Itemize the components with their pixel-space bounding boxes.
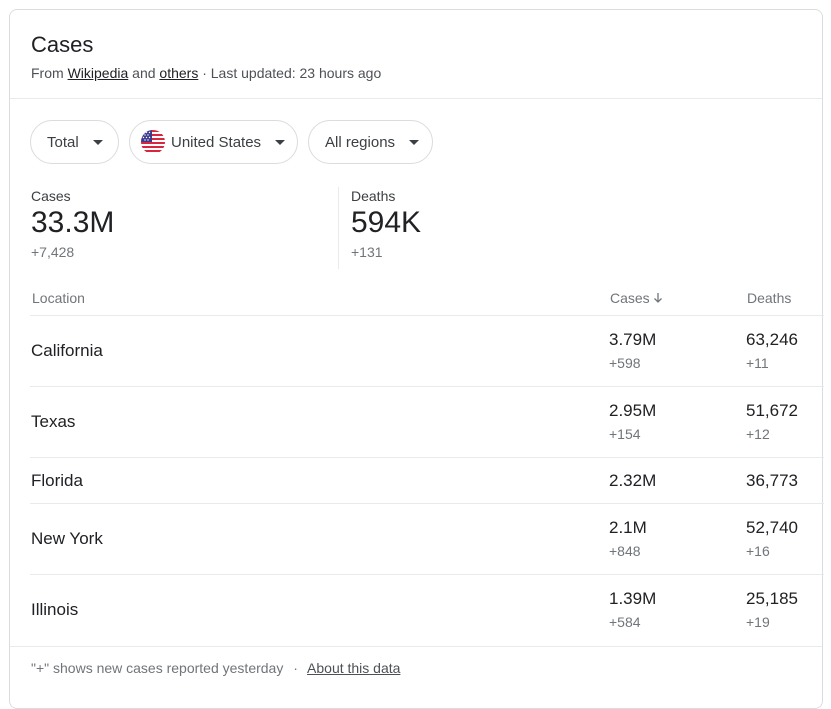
row-deaths-delta: +12 xyxy=(746,426,770,442)
summary-deaths-value: 594K xyxy=(351,206,422,239)
footer: "+" shows new cases reported yesterday ·… xyxy=(31,660,400,676)
footer-note: "+" shows new cases reported yesterday xyxy=(31,660,284,676)
row-deaths-delta: +19 xyxy=(746,614,770,630)
row-cases: 3.79M xyxy=(609,330,657,349)
row-location: New York xyxy=(31,529,103,548)
row-cases: 2.95M xyxy=(609,401,657,420)
row-deaths: 36,773 xyxy=(746,471,798,490)
row-cases-delta: +584 xyxy=(609,614,641,630)
row-location: Florida xyxy=(31,471,83,490)
others-link[interactable]: others xyxy=(159,65,199,81)
source-line: From Wikipedia and others · Last updated… xyxy=(31,65,381,81)
row-deaths: 52,740 xyxy=(746,518,798,537)
row-deaths: 63,246 xyxy=(746,330,798,349)
row-cases-delta: +598 xyxy=(609,355,641,371)
row-deaths: 25,185 xyxy=(746,589,798,608)
summary-cases-delta: +7,428 xyxy=(31,244,75,260)
summary-deaths-label: Deaths xyxy=(351,188,396,204)
row-cases-delta: +848 xyxy=(609,543,641,559)
arrow-down-icon xyxy=(653,293,662,303)
source-prefix: From xyxy=(31,65,64,81)
divider xyxy=(10,98,822,99)
row-deaths-delta: +16 xyxy=(746,543,770,559)
country-filter-dropdown[interactable]: United States xyxy=(129,120,298,164)
last-updated: · Last updated: 23 hours ago xyxy=(202,65,382,81)
covid-stats-card: Cases From Wikipedia and others · Last u… xyxy=(9,9,824,709)
summary-divider xyxy=(338,187,339,269)
country-filter-label: United States xyxy=(171,133,262,151)
table-row[interactable]: Texas 2.95M +154 51,672 +12 xyxy=(30,386,824,458)
caret-down-icon xyxy=(409,139,420,145)
row-cases-delta: +154 xyxy=(609,426,641,442)
type-filter-label: Total xyxy=(47,133,79,151)
table-row[interactable]: California 3.79M +598 63,246 +11 xyxy=(30,315,824,387)
footer-separator: · xyxy=(293,660,298,676)
row-location: Texas xyxy=(31,412,76,431)
wikipedia-link[interactable]: Wikipedia xyxy=(67,65,129,81)
table-row[interactable]: Florida 2.32M 36,773 xyxy=(30,457,824,503)
summary-cases-value: 33.3M xyxy=(31,206,115,239)
card-title: Cases xyxy=(31,32,94,57)
summary-cases: Cases 33.3M +7,428 xyxy=(31,188,114,260)
row-cases: 1.39M xyxy=(609,589,657,608)
us-flag-icon xyxy=(141,130,165,154)
row-cases: 2.1M xyxy=(609,518,647,537)
source-and: and xyxy=(132,65,156,81)
table-row[interactable]: New York 2.1M +848 52,740 +16 xyxy=(30,503,824,575)
row-deaths-delta: +11 xyxy=(746,355,769,371)
summary-cases-label: Cases xyxy=(31,188,71,204)
header-cases[interactable]: Cases xyxy=(610,290,663,306)
row-cases: 2.32M xyxy=(609,471,657,490)
row-deaths: 51,672 xyxy=(746,401,798,420)
caret-down-icon xyxy=(92,139,103,145)
row-location: California xyxy=(31,341,103,360)
header-location[interactable]: Location xyxy=(32,290,85,306)
region-filter-label: All regions xyxy=(325,133,396,151)
header-deaths[interactable]: Deaths xyxy=(747,290,792,306)
footer-divider xyxy=(10,646,822,647)
type-filter-dropdown[interactable]: Total xyxy=(30,120,119,164)
caret-down-icon xyxy=(275,139,286,145)
about-data-link[interactable]: About this data xyxy=(307,660,401,676)
region-filter-dropdown[interactable]: All regions xyxy=(308,120,433,164)
summary-deaths-delta: +131 xyxy=(351,244,383,260)
summary-deaths: Deaths 594K +131 xyxy=(351,188,421,260)
header-cases-label: Cases xyxy=(610,290,650,306)
row-location: Illinois xyxy=(31,600,79,619)
table-row[interactable]: Illinois 1.39M +584 25,185 +19 xyxy=(30,574,824,646)
